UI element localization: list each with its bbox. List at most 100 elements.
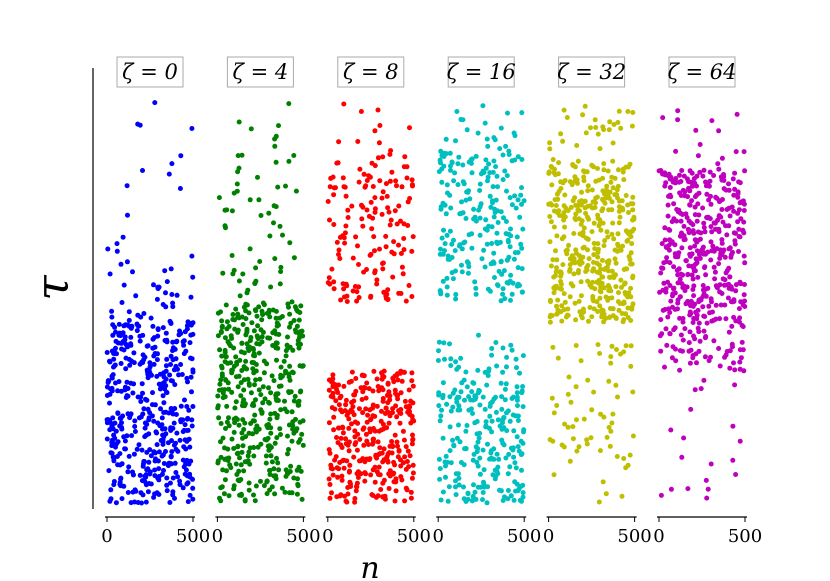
data-point	[330, 372, 336, 378]
data-point	[482, 264, 488, 270]
data-point	[139, 381, 145, 387]
data-point	[702, 229, 708, 235]
data-point	[341, 184, 347, 190]
x-tick-label: 0	[322, 526, 333, 547]
data-point	[519, 390, 525, 396]
data-point	[277, 281, 283, 287]
data-point	[673, 176, 679, 181]
data-point	[441, 340, 447, 346]
data-point	[599, 311, 605, 317]
data-point	[389, 450, 395, 456]
data-point	[735, 194, 741, 200]
data-point	[397, 420, 403, 426]
data-point	[182, 471, 188, 477]
data-point	[253, 426, 259, 432]
data-point	[601, 191, 607, 197]
x-tick-label: 0	[212, 526, 223, 547]
data-point	[618, 125, 624, 131]
data-point	[459, 269, 465, 275]
data-point	[374, 455, 380, 461]
data-point	[739, 323, 745, 328]
data-point	[223, 302, 229, 308]
x-tick-label: 500	[176, 526, 210, 547]
data-point	[446, 484, 452, 490]
data-point	[596, 223, 602, 229]
data-point	[333, 398, 339, 404]
data-point	[336, 382, 342, 388]
data-point	[240, 271, 246, 277]
data-point	[287, 363, 293, 369]
data-point	[603, 491, 609, 497]
data-point	[511, 130, 517, 136]
data-point	[160, 393, 166, 399]
data-point	[444, 232, 450, 238]
data-point	[387, 413, 393, 419]
data-point	[477, 232, 483, 238]
data-point	[495, 282, 500, 288]
data-point	[581, 309, 587, 315]
data-point	[331, 414, 337, 420]
data-point	[599, 307, 605, 313]
data-point	[464, 259, 470, 265]
data-point	[229, 370, 235, 376]
data-point	[683, 258, 689, 264]
data-point	[346, 416, 352, 422]
data-point	[173, 470, 179, 475]
data-point	[385, 205, 391, 211]
data-point	[124, 379, 130, 385]
data-point	[162, 268, 168, 274]
data-point	[728, 252, 734, 258]
data-point	[241, 468, 247, 474]
data-point	[514, 390, 520, 396]
data-point	[500, 152, 506, 158]
data-point	[631, 214, 637, 220]
data-point	[185, 319, 191, 325]
data-point	[498, 488, 504, 494]
data-point	[565, 391, 571, 397]
data-point	[347, 468, 352, 474]
data-point	[629, 123, 635, 129]
data-point	[489, 198, 495, 204]
data-point	[387, 443, 393, 449]
data-point	[410, 462, 416, 468]
data-point	[588, 125, 593, 131]
data-point	[404, 175, 410, 181]
data-point	[686, 185, 691, 191]
data-point	[503, 381, 509, 387]
data-point	[622, 281, 627, 287]
data-point	[579, 218, 585, 224]
data-point	[171, 420, 177, 426]
data-point	[385, 381, 391, 387]
data-point	[147, 360, 153, 366]
data-point	[261, 483, 267, 489]
data-point	[691, 230, 697, 236]
data-point	[615, 241, 621, 247]
data-point	[659, 331, 665, 337]
data-point	[363, 431, 369, 437]
data-point	[458, 389, 464, 395]
data-point	[618, 277, 624, 283]
data-point	[341, 294, 347, 300]
data-point	[143, 499, 149, 505]
data-point	[444, 182, 450, 188]
data-point	[585, 188, 591, 194]
data-point	[616, 290, 621, 296]
data-point	[706, 358, 712, 364]
data-point	[336, 252, 341, 257]
data-point	[370, 493, 376, 498]
data-point	[730, 423, 736, 429]
data-point	[475, 367, 481, 373]
data-point	[613, 260, 619, 266]
data-point	[681, 235, 687, 241]
data-point	[593, 200, 598, 206]
data-point	[233, 374, 239, 380]
data-point	[726, 329, 732, 335]
data-point	[717, 198, 723, 204]
data-point	[626, 210, 631, 215]
data-point	[701, 167, 707, 173]
data-point	[519, 157, 525, 162]
data-point	[602, 238, 608, 244]
data-point	[453, 268, 458, 274]
data-point	[486, 366, 492, 372]
